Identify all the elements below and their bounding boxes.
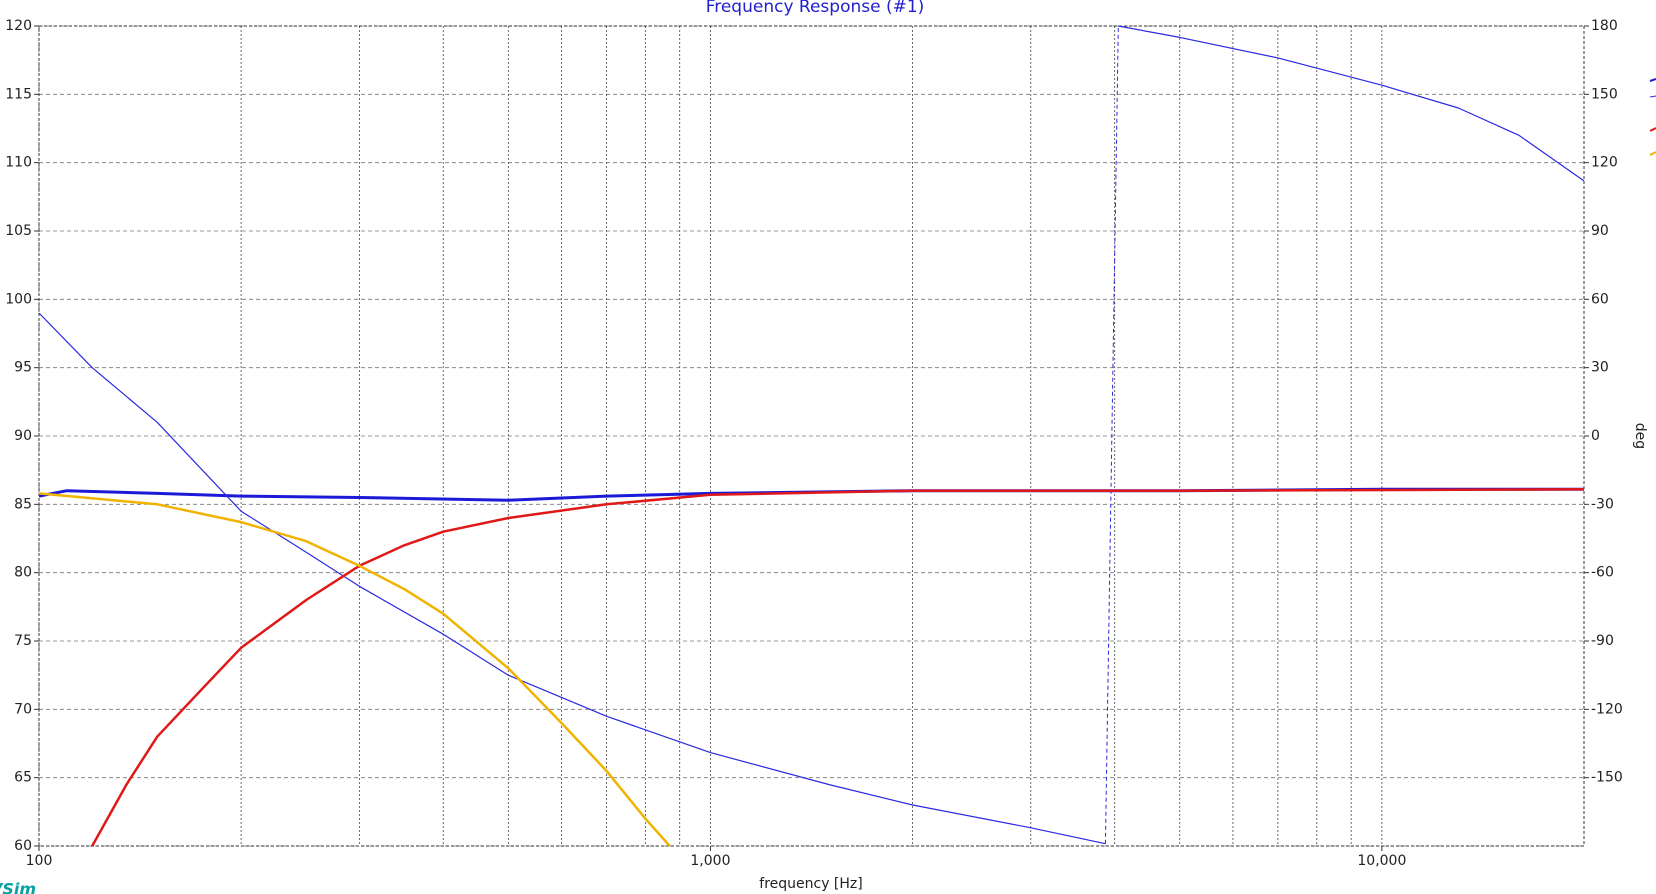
y-tick-label: 120 (5, 18, 32, 34)
y-tick-label: 65 (14, 770, 32, 786)
y2-tick-label: 150 (1591, 86, 1618, 102)
x-tick-label: 10,000 (1357, 853, 1406, 869)
y2-tick-label: -90 (1591, 633, 1614, 649)
y-tick-label: 105 (5, 223, 32, 239)
y2-tick-label: 0 (1591, 428, 1600, 444)
series-line (38, 492, 671, 847)
y-tick-label: 115 (5, 86, 32, 102)
plot-frame (38, 25, 1585, 847)
x-tick-label: 100 (26, 853, 53, 869)
y2-tick-label: 180 (1591, 18, 1618, 34)
y2-tick-label: -150 (1591, 770, 1623, 786)
series-line (91, 488, 1585, 847)
y2-tick-label: -30 (1591, 496, 1614, 512)
y-tick-label: 80 (14, 565, 32, 581)
y-tick-label: 90 (14, 428, 32, 444)
y2-tick-label: 60 (1591, 291, 1609, 307)
phase-wrap (1104, 25, 1119, 844)
y2-tick-label: -60 (1591, 565, 1614, 581)
y-tick-label: 95 (14, 360, 32, 376)
logo: VSim (0, 880, 36, 894)
y2-tick-label: -120 (1591, 701, 1623, 717)
x-tick-label: 1,000 (690, 853, 730, 869)
x-axis-label: frequency [Hz] (759, 876, 862, 892)
y-tick-label: 60 (14, 838, 32, 854)
series-line (38, 25, 1585, 845)
y-tick-label: 70 (14, 701, 32, 717)
y2-tick-label: 120 (1591, 155, 1618, 171)
legend-swatch (1649, 151, 1656, 156)
chart-title: Frequency Response (#1) (706, 0, 925, 17)
y2-axis-label: deg (1632, 423, 1648, 449)
y-tick-label: 85 (14, 496, 32, 512)
y-tick-label: 75 (14, 633, 32, 649)
legend-swatch (1649, 127, 1656, 132)
legend-swatch (1649, 95, 1656, 98)
y2-tick-label: 30 (1591, 360, 1609, 376)
y-tick-label: 110 (5, 155, 32, 171)
y-tick-label: 100 (5, 291, 32, 307)
legend-swatch (1649, 78, 1656, 82)
y2-tick-label: 90 (1591, 223, 1609, 239)
